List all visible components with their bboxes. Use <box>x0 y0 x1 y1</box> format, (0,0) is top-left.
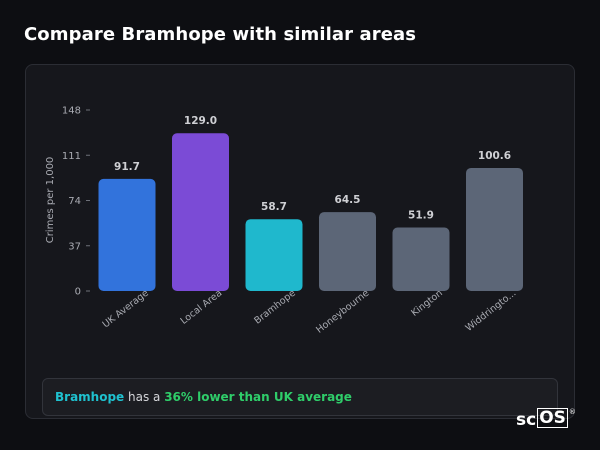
scos-logo: sc OS ® <box>516 408 576 430</box>
bar-value-label: 64.5 <box>335 194 361 206</box>
summary-text: has a <box>124 390 165 404</box>
y-tick-label: 37 <box>68 241 81 252</box>
bar-local-area[interactable] <box>172 133 229 291</box>
bar-bramhope[interactable] <box>245 219 303 291</box>
y-axis-label: Crimes per 1,000 <box>45 157 56 244</box>
summary-area-name: Bramhope <box>55 390 125 404</box>
summary-comparison: 36% lower than UK average <box>164 390 352 404</box>
bar-value-label: 51.9 <box>408 210 434 222</box>
summary-box: Bramhope has a 36% lower than UK average <box>42 378 558 416</box>
bars <box>98 133 523 291</box>
x-tick-label: UK Average <box>101 288 151 331</box>
x-tick-label: Widdringto... <box>464 288 519 334</box>
bar-kington[interactable] <box>392 227 450 291</box>
x-tick-label: Local Area <box>179 288 225 327</box>
y-tick-label: 148 <box>62 106 81 117</box>
y-tick-label: 0 <box>75 287 81 298</box>
x-tick-label: Bramhope <box>252 288 298 327</box>
y-tick-label: 74 <box>68 196 81 207</box>
bar-value-label: 91.7 <box>114 161 140 173</box>
bar-value-label: 58.7 <box>261 201 287 213</box>
bar-honeybourne[interactable] <box>319 212 376 291</box>
value-labels: 91.7 129.0 58.7 64.5 51.9 100.6 <box>114 115 511 221</box>
page-title: Compare Bramhope with similar areas <box>24 24 417 45</box>
bar-widdringto[interactable] <box>466 167 523 291</box>
logo-boxed-text: OS <box>537 408 568 428</box>
bar-uk-average[interactable] <box>98 178 156 291</box>
y-tick-label: 111 <box>62 151 81 162</box>
logo-text: sc <box>516 410 537 430</box>
x-tick-label: Honeybourne <box>314 288 371 336</box>
bar-value-label: 100.6 <box>478 150 511 162</box>
y-axis: 0 37 74 111 148 <box>62 106 90 298</box>
x-tick-label: Kington <box>409 288 445 319</box>
x-axis-labels: UK Average Local Area Bramhope Honeybourne K… <box>101 288 519 336</box>
registered-mark: ® <box>568 408 576 416</box>
bar-value-label: 129.0 <box>184 115 217 127</box>
